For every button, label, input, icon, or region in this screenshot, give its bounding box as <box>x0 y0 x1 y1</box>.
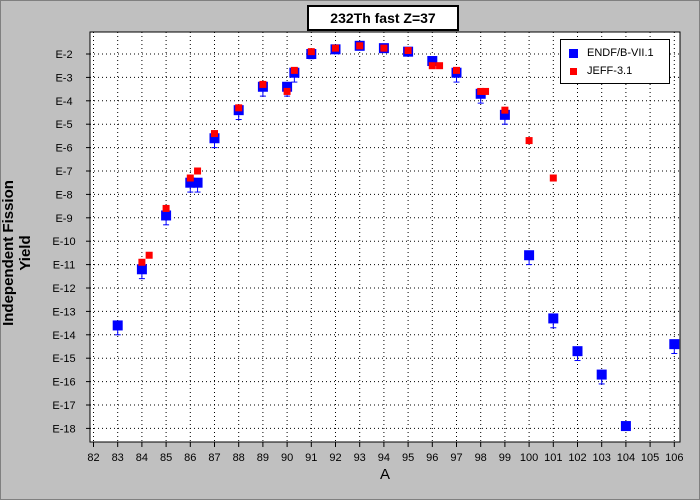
data-point-jeff <box>211 130 218 138</box>
data-point-endf <box>112 320 123 331</box>
x-tick-label: 88 <box>233 452 245 464</box>
legend-label-endf: ENDF/B-VII.1 <box>587 47 654 60</box>
x-tick-label: 101 <box>544 452 562 464</box>
legend-swatch-jeff <box>570 67 577 75</box>
data-point-jeff <box>307 48 315 56</box>
x-tick-label: 103 <box>593 452 611 464</box>
y-tick-label: E-11 <box>53 260 75 272</box>
grid <box>90 32 680 442</box>
data-point-jeff <box>453 66 460 74</box>
y-tick-label: E-3 <box>55 72 72 84</box>
x-tick-label: 90 <box>281 452 293 464</box>
legend: ENDF/B-VII.1 JEFF-3.1 <box>560 39 670 84</box>
data-point-endf <box>669 339 680 350</box>
x-tick-label: 96 <box>426 452 438 464</box>
x-tick-label: 102 <box>568 452 586 464</box>
data-point-endf <box>548 313 559 324</box>
y-tick-label: E-5 <box>55 119 72 131</box>
y-tick-label: E-14 <box>52 330 75 342</box>
data-point-endf <box>192 177 203 188</box>
data-point-jeff <box>145 251 153 259</box>
data-point-jeff <box>477 87 485 95</box>
y-axis-ticks: E-2 E-3 E-4 E-5 E-6 E-7 E-8 E-9 E-10 E-11 E-12 E-13… <box>52 49 90 435</box>
data-point-endf <box>596 369 607 380</box>
data-point-jeff <box>332 44 339 52</box>
y-tick-label: E-16 <box>52 377 75 389</box>
data-point-endf <box>499 109 510 120</box>
chart-title: 232Th fast Z=37 <box>307 5 459 31</box>
x-tick-label: 97 <box>450 452 462 464</box>
x-tick-label: 87 <box>208 452 220 464</box>
x-tick-label: 89 <box>257 452 269 464</box>
y-tick-label: E-10 <box>52 236 75 248</box>
data-point-jeff <box>283 87 291 95</box>
data-point-jeff <box>428 62 436 70</box>
x-tick-label: 93 <box>354 452 366 464</box>
legend-item-endf: ENDF/B-VII.1 <box>569 46 654 60</box>
x-axis-ticks: 82 83 84 85 86 87 88 89 90 91 92 93 94 95 96 97 98 99 100 1… <box>87 442 683 464</box>
y-tick-label: E-8 <box>55 189 72 201</box>
data-point-endf <box>427 56 438 67</box>
series-jeff <box>138 42 557 266</box>
x-tick-label: 99 <box>499 452 511 464</box>
y-axis-label: Independent Fission Yield <box>0 180 34 326</box>
data-point-jeff <box>235 104 243 112</box>
data-point-endf <box>185 177 196 188</box>
data-point-endf <box>161 210 172 221</box>
data-point-jeff <box>525 137 533 145</box>
data-point-endf <box>620 421 631 432</box>
x-tick-label: 91 <box>305 452 317 464</box>
data-point-jeff <box>436 62 444 70</box>
data-point-endf <box>524 250 535 261</box>
data-point-jeff <box>549 174 557 182</box>
x-tick-label: 83 <box>112 452 124 464</box>
data-point-jeff <box>404 46 412 54</box>
x-tick-label: 105 <box>641 452 659 464</box>
data-point-jeff <box>356 42 364 50</box>
data-point-jeff <box>259 80 267 88</box>
data-point-jeff <box>194 167 202 175</box>
x-tick-label: 95 <box>402 452 414 464</box>
x-tick-label: 92 <box>329 452 341 464</box>
plot-area <box>89 31 681 443</box>
legend-swatch-endf <box>569 48 578 58</box>
data-point-endf <box>136 264 147 275</box>
data-point-endf <box>572 346 583 357</box>
x-tick-label: 82 <box>87 452 99 464</box>
data-point-jeff <box>138 258 146 266</box>
x-axis-label: A <box>379 466 390 483</box>
y-tick-label: E-17 <box>52 400 75 412</box>
data-point-jeff <box>482 87 490 95</box>
y-tick-label: E-15 <box>52 353 75 365</box>
x-tick-label: 106 <box>665 452 683 464</box>
x-tick-label: 100 <box>520 452 538 464</box>
data-point-jeff <box>162 204 170 212</box>
data-point-jeff <box>380 44 388 52</box>
x-tick-label: 104 <box>617 452 635 464</box>
y-tick-label: E-7 <box>55 166 72 178</box>
y-tick-label: E-9 <box>55 213 72 225</box>
legend-label-jeff: JEFF-3.1 <box>587 65 633 78</box>
y-tick-label: E-18 <box>52 423 75 435</box>
data-point-endf <box>282 81 293 92</box>
legend-item-jeff: JEFF-3.1 <box>569 64 632 78</box>
data-point-jeff <box>501 106 509 114</box>
x-tick-label: 85 <box>160 452 172 464</box>
x-tick-label: 94 <box>378 452 390 464</box>
x-tick-label: 84 <box>136 452 148 464</box>
x-tick-label: 98 <box>475 452 487 464</box>
data-point-jeff <box>186 174 194 182</box>
y-tick-label: E-2 <box>55 49 72 61</box>
data-point-jeff <box>290 66 298 74</box>
y-tick-label: E-13 <box>52 306 75 318</box>
y-tick-label: E-4 <box>55 96 72 108</box>
x-tick-label: 86 <box>184 452 196 464</box>
data-point-endf <box>209 133 220 144</box>
y-tick-label: E-6 <box>55 143 72 155</box>
y-tick-label: E-12 <box>52 283 75 295</box>
